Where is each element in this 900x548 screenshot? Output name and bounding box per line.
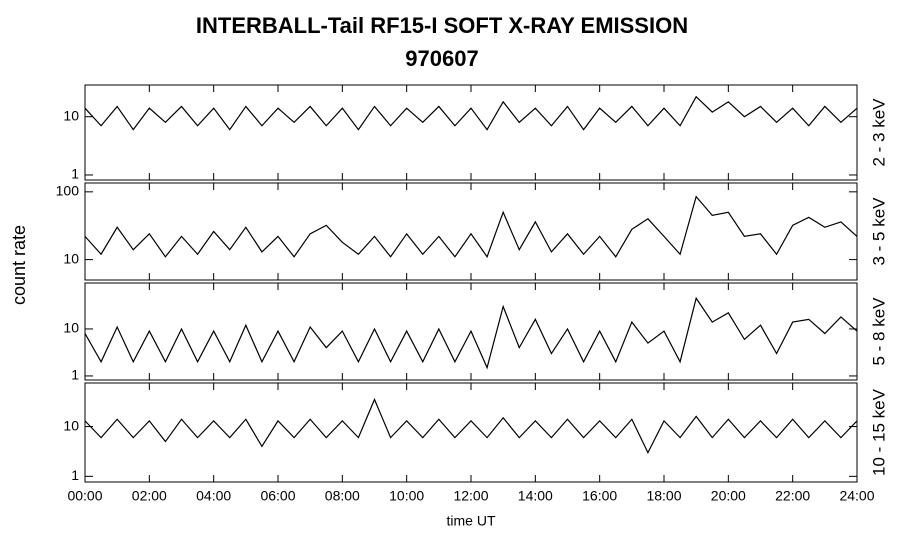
panel-label: 5 - 8 keV: [869, 297, 888, 366]
data-line: [84, 397, 858, 454]
y-tick-label: 10: [63, 417, 79, 433]
data-line: [84, 95, 858, 131]
x-tick-label: 20:00: [711, 488, 746, 504]
y-tick-label: 1: [71, 367, 79, 383]
x-tick-label: 22:00: [775, 488, 810, 504]
data-line: [84, 296, 858, 370]
panel-label: 3 - 5 keV: [869, 197, 888, 266]
data-line: [84, 195, 858, 259]
x-tick-label: 06:00: [260, 488, 295, 504]
x-tick-label: 16:00: [582, 488, 617, 504]
x-tick-label: 00:00: [67, 488, 102, 504]
panel-frame: [84, 382, 858, 483]
y-tick-label: 10: [63, 250, 79, 266]
x-tick-label: 10:00: [389, 488, 424, 504]
y-tick-label: 10: [63, 107, 79, 123]
x-tick-label: 02:00: [132, 488, 167, 504]
chart-title: INTERBALL-Tail RF15-I SOFT X-RAY EMISSIO…: [196, 13, 688, 38]
chart-subtitle: 970607: [405, 46, 478, 71]
y-tick-label: 100: [56, 183, 80, 199]
x-tick-label: 18:00: [646, 488, 681, 504]
y-tick-label: 1: [71, 166, 79, 182]
y-tick-label: 10: [63, 320, 79, 336]
panel-frame: [84, 84, 858, 181]
y-axis-label: count rate: [9, 225, 29, 305]
panel-label: 2 - 3 keV: [869, 98, 888, 167]
x-tick-label: 14:00: [518, 488, 553, 504]
x-tick-label: 12:00: [453, 488, 488, 504]
x-tick-label: 04:00: [196, 488, 231, 504]
x-tick-label: 24:00: [839, 488, 874, 504]
panel-label: 10 - 15 keV: [869, 388, 888, 476]
x-tick-label: 08:00: [325, 488, 360, 504]
y-tick-label: 1: [71, 467, 79, 483]
x-axis-label: time UT: [447, 513, 496, 529]
